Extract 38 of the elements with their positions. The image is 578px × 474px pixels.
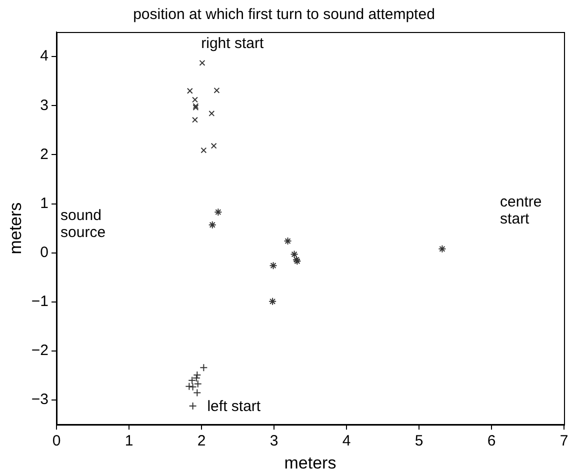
point [290, 250, 298, 258]
point [214, 87, 220, 94]
point [200, 147, 207, 154]
chart-title: position at which first turn to sound attempted [133, 6, 435, 24]
annotation: sound source [60, 207, 106, 242]
point [192, 116, 198, 123]
point [269, 262, 278, 270]
y-tick-label: 3 [40, 96, 48, 114]
x-tick-label: 5 [414, 432, 424, 450]
point [186, 88, 193, 94]
point [208, 220, 216, 229]
point [268, 297, 277, 306]
annotation: right start [201, 34, 264, 52]
y-tick-label: −2 [31, 342, 48, 360]
x-axis-title: meters [284, 453, 336, 472]
x-tick-label: 3 [270, 432, 278, 450]
y-tick-label: 4 [40, 48, 48, 65]
x-tick-label: 2 [197, 432, 206, 450]
y-tick-label: 0 [40, 244, 48, 261]
y-tick-label: −1 [31, 293, 48, 310]
x-tick-label: 7 [560, 432, 568, 450]
point [200, 364, 208, 372]
point [438, 244, 446, 253]
point [284, 237, 292, 246]
point [210, 142, 217, 149]
y-axis-title: meters [6, 202, 25, 254]
y-tick-label: 2 [40, 146, 48, 163]
point [214, 208, 222, 216]
y-tick-label: −3 [31, 391, 48, 408]
y-tick-label: 1 [40, 194, 48, 212]
point [208, 110, 215, 116]
x-tick-label: 0 [52, 432, 61, 450]
point [199, 60, 206, 66]
x-tick-label: 6 [487, 432, 496, 450]
x-tick-label: 4 [342, 432, 351, 450]
annotation: left start [207, 398, 262, 416]
annotation: centre start [500, 193, 542, 228]
x-tick-label: 1 [124, 432, 134, 450]
